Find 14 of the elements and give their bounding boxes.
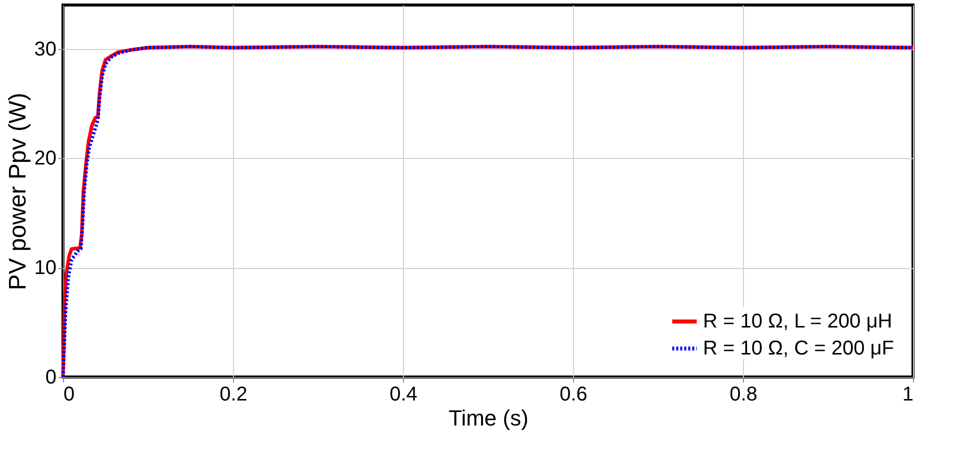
x-tick-label: 0.6 — [560, 384, 588, 406]
y-tick-label: 10 — [34, 257, 56, 280]
x-tick-label: 0.2 — [220, 384, 248, 406]
legend-label: R = 10 Ω, C = 200 μF — [703, 338, 894, 360]
x-tick-label: 0.4 — [390, 384, 418, 406]
x-tick-label: 0.8 — [730, 384, 758, 406]
x-tick-label: 0 — [64, 384, 75, 406]
legend-label: R = 10 Ω, L = 200 μH — [703, 310, 892, 332]
x-tick-label: 1 — [902, 384, 914, 406]
y-tick-label: 20 — [34, 148, 56, 170]
y-tick-label: 30 — [34, 38, 56, 60]
y-tick-label: 0 — [45, 366, 56, 388]
y-axis-title: PV power Ppv (W) — [4, 92, 32, 290]
x-axis-title: Time (s) — [448, 406, 528, 430]
